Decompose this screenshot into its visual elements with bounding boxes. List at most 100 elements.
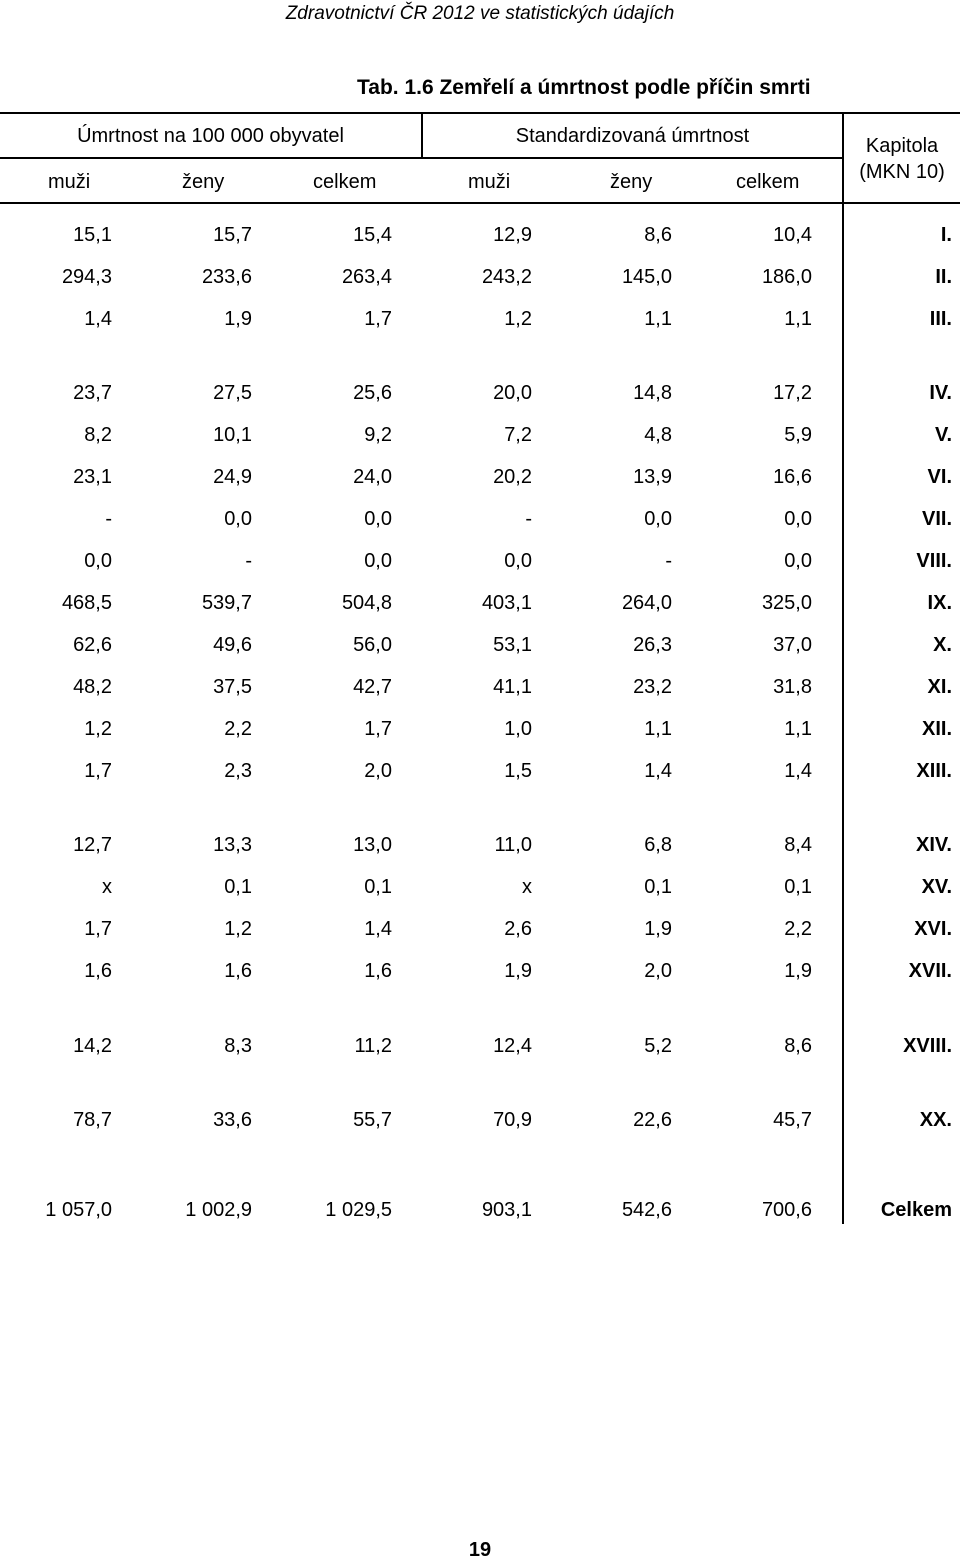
table-cell: - [105,508,112,530]
table-cell: 12,9 [493,224,532,246]
chapter-header: Kapitola [865,135,939,157]
table-cell: 12,7 [73,834,112,856]
table-cell: 9,2 [364,424,392,446]
table-cell: 468,5 [61,592,112,614]
table-cell: 17,2 [773,382,812,404]
table-cell: 15,7 [213,224,252,246]
chapter-label: XV. [921,876,952,898]
table-cell: 1,1 [644,718,672,740]
table-cell: 23,1 [73,466,112,488]
chapter-label: XVIII. [903,1035,952,1057]
table-cell: 14,8 [633,382,672,404]
chapter-label: I. [940,224,952,246]
table-cell: 539,7 [201,592,252,614]
table-cell: 1,7 [364,308,392,330]
table-cell: 903,1 [481,1199,532,1221]
table-cell: 1,6 [364,960,392,982]
chapter-label: X. [933,634,952,656]
rule [842,112,844,1224]
table-cell: 56,0 [353,634,392,656]
table-cell: 23,2 [633,676,672,698]
table-cell: 1,9 [224,308,252,330]
table-cell: 4,8 [644,424,672,446]
table-cell: 1,1 [644,308,672,330]
table-cell: 1,7 [364,718,392,740]
table-cell: 20,0 [493,382,532,404]
column-header: muži [48,171,91,193]
table-cell: 2,0 [644,960,672,982]
table-cell: 542,6 [621,1199,672,1221]
table-cell: 1,9 [504,960,532,982]
table-cell: 1,1 [784,718,812,740]
table-cell: 11,2 [354,1035,392,1057]
table-cell: 325,0 [761,592,812,614]
table-cell: 2,0 [364,760,392,782]
chapter-label: XIV. [916,834,952,856]
table-cell: 1,7 [84,918,112,940]
table-cell: - [525,508,532,530]
table-cell: 145,0 [621,266,672,288]
table-cell: 0,0 [364,550,392,572]
table-cell: 0,0 [784,550,812,572]
table-cell: 37,5 [213,676,252,698]
table-cell: 2,3 [224,760,252,782]
table-cell: 24,0 [353,466,392,488]
chapter-label: IV. [929,382,952,404]
rule [0,112,960,114]
table-cell: 8,2 [84,424,112,446]
table-cell: 15,1 [73,224,112,246]
table-cell: 7,2 [504,424,532,446]
column-header: ženy [182,171,225,193]
table-cell: 41,1 [493,676,532,698]
table-cell: 263,4 [341,266,392,288]
table-cell: 1,6 [84,960,112,982]
table-cell: 10,1 [213,424,252,446]
table-cell: 0,0 [504,550,532,572]
table-cell: x [522,876,532,898]
table-cell: 0,0 [644,508,672,530]
table-cell: 14,2 [73,1035,112,1057]
table-cell: 2,2 [784,918,812,940]
table-cell: 1,5 [504,760,532,782]
rule [0,202,960,204]
chapter-label: VI. [927,466,952,488]
table-cell: 1,1 [784,308,812,330]
table-cell: 1,6 [224,960,252,982]
chapter-label: XVII. [908,960,952,982]
table-cell: 37,0 [773,634,812,656]
chapter-header: (MKN 10) [859,161,945,183]
table-cell: 53,1 [493,634,532,656]
column-header: muži [468,171,511,193]
table-title: Tab. 1.6 Zemřelí a úmrtnost podle příčin… [357,76,811,99]
table-cell: 0,1 [644,876,672,898]
table-cell: - [245,550,252,572]
group-header: Úmrtnost na 100 000 obyvatel [77,125,344,147]
group-header: Standardizovaná úmrtnost [515,125,750,147]
table-cell: 48,2 [73,676,112,698]
table-cell: 70,9 [493,1109,532,1131]
table-cell: 0,1 [784,876,812,898]
table-cell: 11,0 [494,834,532,856]
table-cell: 23,7 [73,382,112,404]
chapter-label: III. [929,308,952,330]
table-cell: 8,6 [784,1035,812,1057]
table-cell: x [102,876,112,898]
chapter-label: V. [934,424,952,446]
table-cell: 24,9 [213,466,252,488]
table-cell: 0,0 [784,508,812,530]
running-title: Zdravotnictví ČR 2012 ve statistických ú… [285,3,675,24]
table-cell: 1 002,9 [185,1199,252,1221]
table-cell: 1,9 [784,960,812,982]
page-number: 19 [468,1539,492,1558]
chapter-label: XVI. [914,918,952,940]
table-cell: - [665,550,672,572]
table-cell: 1,0 [504,718,532,740]
table-cell: 20,2 [493,466,532,488]
table-cell: 8,4 [784,834,812,856]
table-cell: 0,0 [84,550,112,572]
rule [421,112,423,157]
table-cell: 6,8 [644,834,672,856]
chapter-label: VIII. [916,550,952,572]
table-cell: 1,4 [644,760,672,782]
